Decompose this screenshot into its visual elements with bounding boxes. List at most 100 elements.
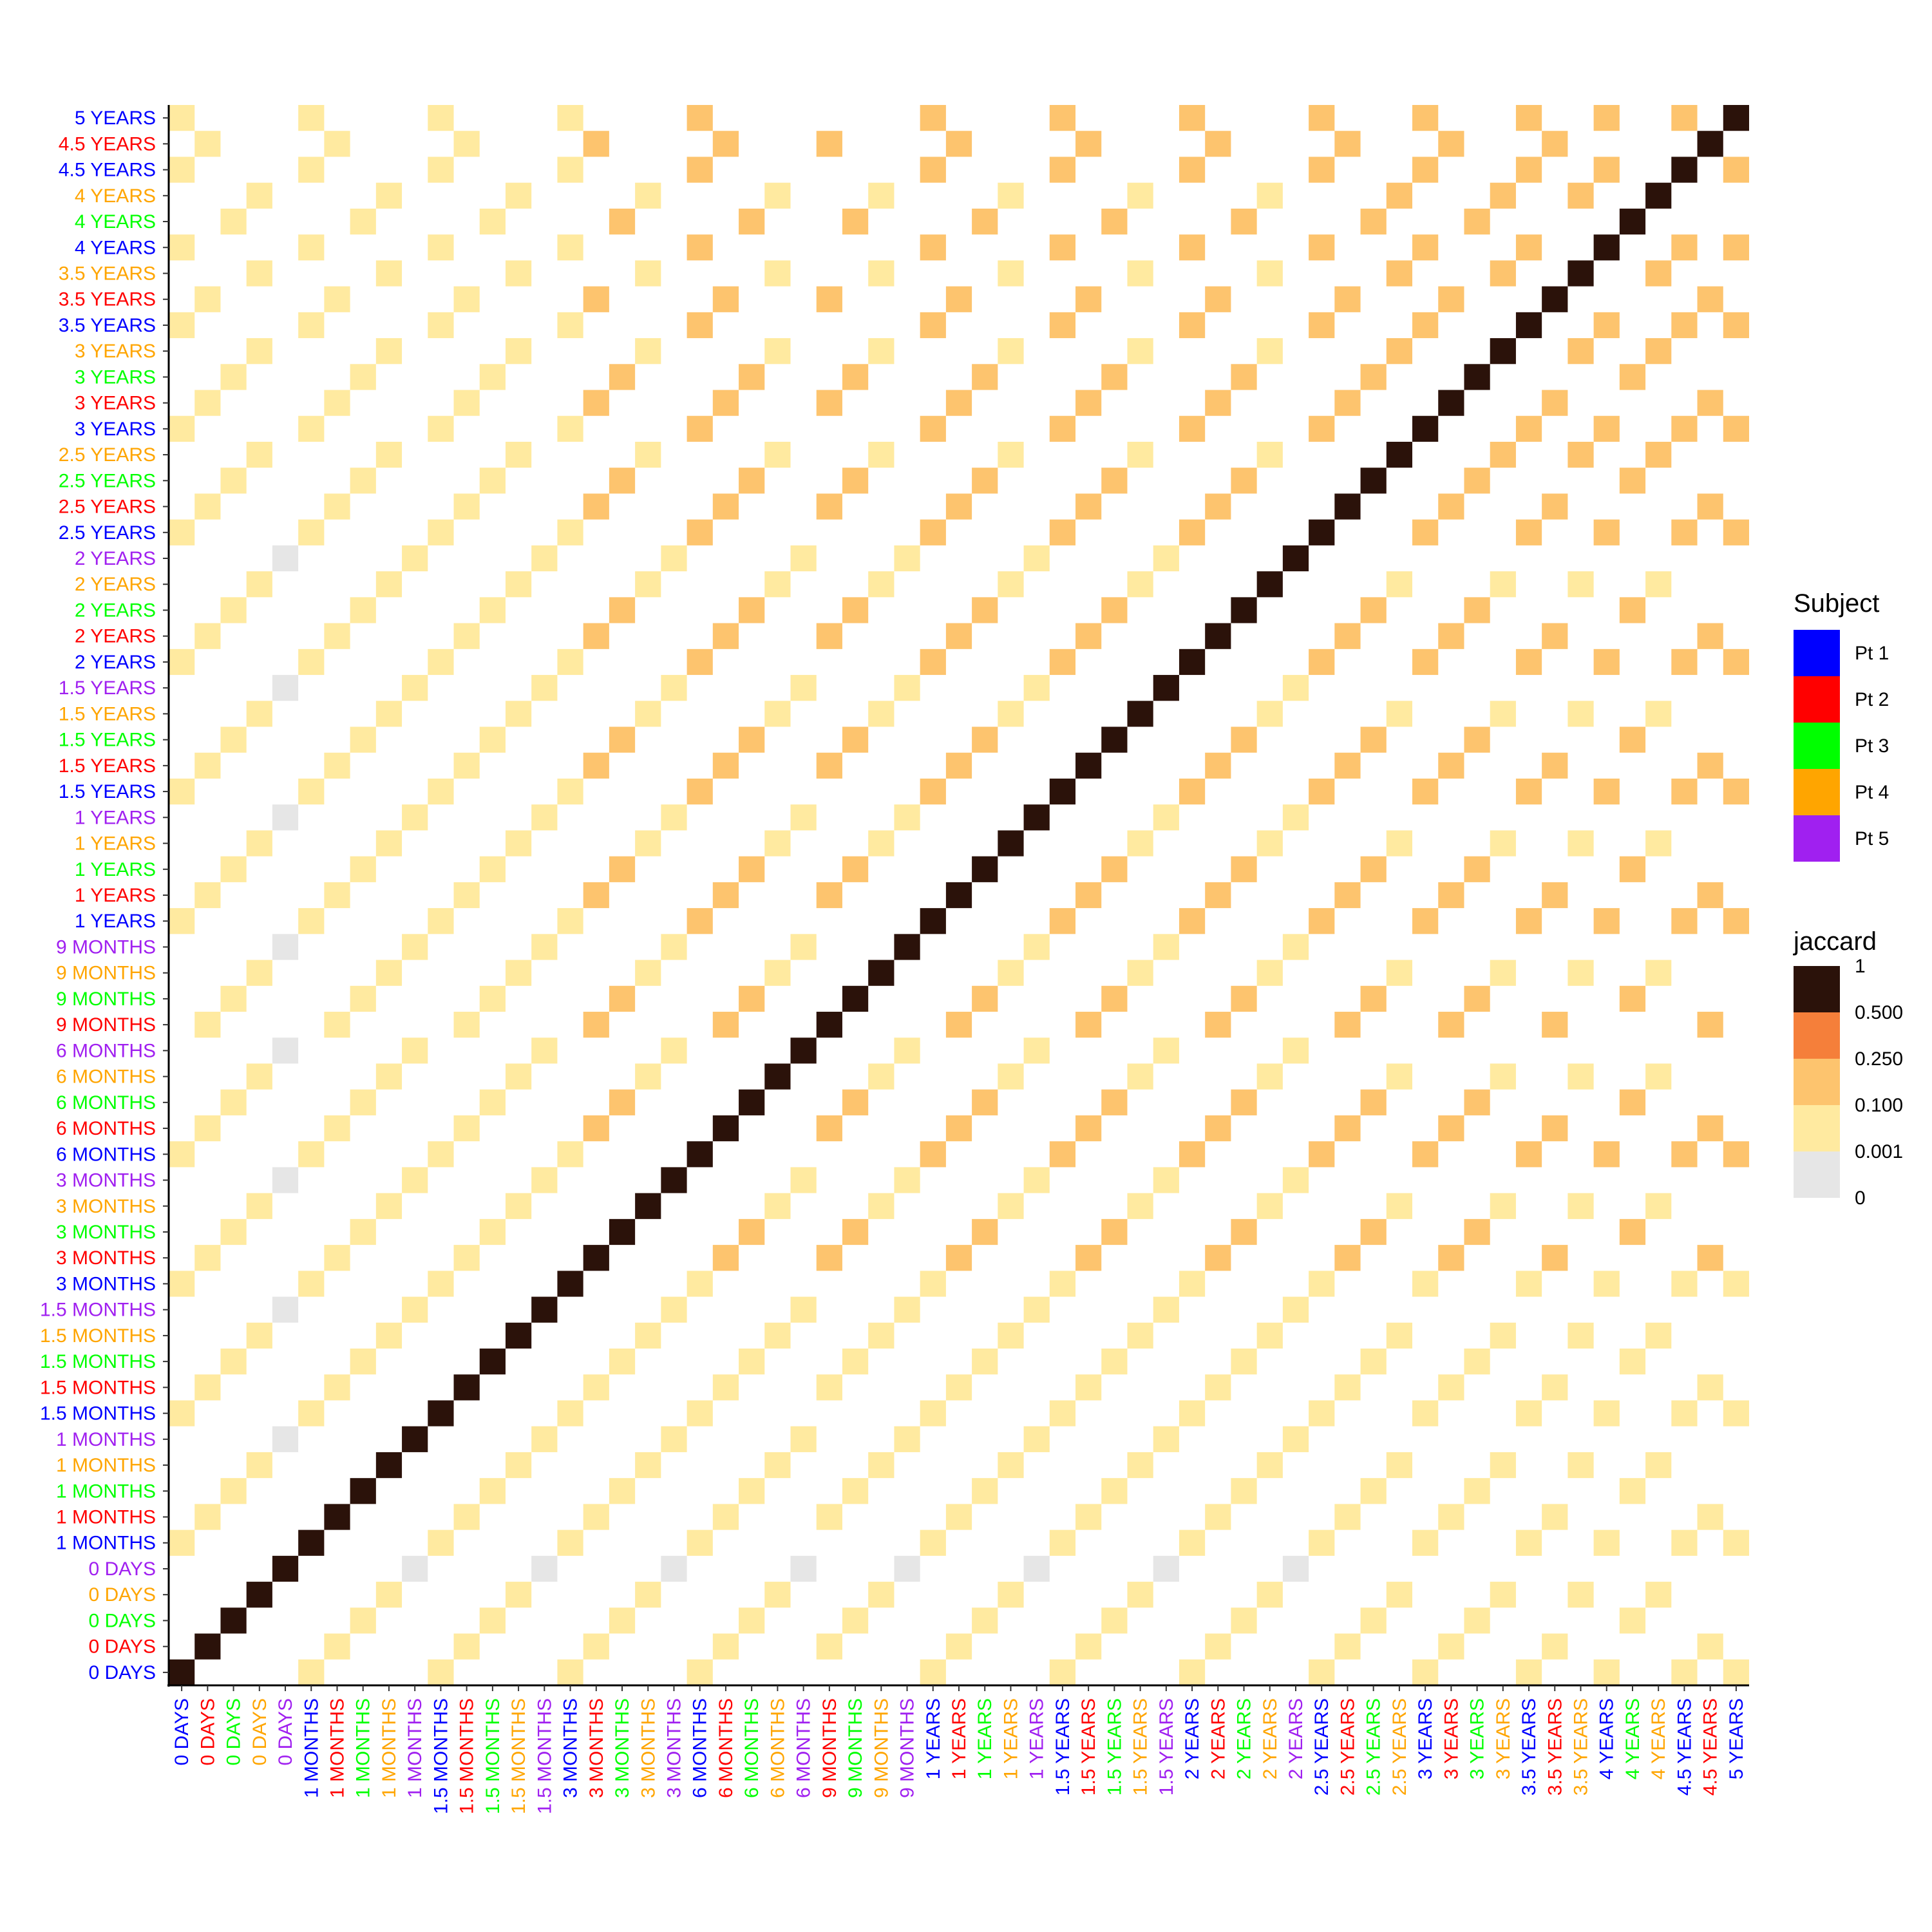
heatmap-cell: [1697, 882, 1723, 909]
heatmap-cell: [1490, 1063, 1516, 1090]
heatmap-cell: [402, 545, 428, 572]
axes: [163, 105, 1749, 1691]
heatmap-cell: [479, 208, 506, 235]
heatmap-cell: [1645, 1452, 1672, 1479]
heatmap-cell: [1101, 208, 1128, 235]
y-tick-label: 1.5 YEARS: [59, 755, 156, 777]
heatmap-cell: [1205, 623, 1231, 649]
heatmap-cell: [687, 1659, 713, 1685]
heatmap-cell: [428, 312, 454, 339]
heatmap-cell: [246, 571, 272, 598]
heatmap-cell: [894, 1426, 920, 1452]
heatmap-cell: [920, 234, 946, 261]
y-tick-label: 1 YEARS: [75, 833, 156, 855]
heatmap-cell: [1231, 985, 1257, 1012]
x-tick-label: 1 MONTHS: [301, 1698, 322, 1798]
heatmap-cell: [1697, 623, 1723, 649]
heatmap-cell: [790, 545, 817, 572]
heatmap-cell: [661, 675, 687, 701]
heatmap-cell: [1049, 312, 1076, 339]
heatmap-cell: [1231, 856, 1257, 882]
y-tick-label: 1.5 YEARS: [59, 730, 156, 751]
heatmap-cell: [1127, 701, 1153, 727]
heatmap-cell: [764, 960, 791, 986]
heatmap-cell: [1205, 1633, 1231, 1660]
heatmap-cell: [194, 1374, 221, 1401]
y-tick-label: 1.5 MONTHS: [40, 1403, 156, 1425]
heatmap-cell: [1464, 985, 1490, 1012]
heatmap-cell: [246, 1063, 272, 1090]
heatmap-cell: [1360, 1089, 1387, 1115]
y-tick-label: 1 MONTHS: [56, 1507, 156, 1528]
heatmap-cell: [1619, 985, 1646, 1012]
heatmap-cell: [1723, 415, 1749, 442]
heatmap-cell: [1567, 1063, 1594, 1090]
heatmap-cell: [557, 1271, 583, 1297]
heatmap-cell: [1231, 208, 1257, 235]
heatmap-cell: [1153, 1296, 1179, 1323]
heatmap-cell: [1360, 985, 1387, 1012]
heatmap-cell: [945, 286, 972, 312]
y-tick-label: 1 MONTHS: [56, 1481, 156, 1502]
heatmap-cell: [1205, 390, 1231, 416]
heatmap-cell: [246, 182, 272, 209]
heatmap-cell: [169, 519, 195, 545]
heatmap-cell: [1542, 390, 1568, 416]
heatmap-cell: [894, 545, 920, 572]
heatmap-cell: [479, 985, 506, 1012]
heatmap-cell: [1153, 934, 1179, 960]
heatmap-cell: [557, 1400, 583, 1426]
heatmap-cell: [1490, 338, 1516, 365]
heatmap-cell: [1515, 105, 1542, 131]
heatmap-cell: [868, 1452, 895, 1479]
subject-legend-label: Pt 1: [1855, 643, 1889, 664]
heatmap-cell: [894, 1167, 920, 1193]
heatmap-cell: [1023, 1037, 1050, 1064]
heatmap-cell: [557, 234, 583, 261]
heatmap-cell: [1412, 415, 1439, 442]
heatmap-cell: [816, 882, 842, 909]
heatmap-cell: [1101, 985, 1128, 1012]
heatmap-cell: [1256, 1193, 1283, 1219]
heatmap-cell: [972, 726, 998, 753]
heatmap-cell: [712, 1504, 739, 1530]
x-tick-label: 2.5 YEARS: [1337, 1698, 1358, 1795]
heatmap-cell: [1231, 364, 1257, 390]
heatmap-cell: [739, 1478, 765, 1504]
heatmap-cell: [557, 649, 583, 676]
heatmap-cell: [1645, 960, 1672, 986]
heatmap-cell: [194, 131, 221, 157]
x-tick-label: 1 YEARS: [974, 1698, 996, 1779]
heatmap-cell: [1231, 1478, 1257, 1504]
y-tick-label: 1 YEARS: [75, 911, 156, 932]
heatmap-cell: [1205, 1245, 1231, 1271]
heatmap-cell: [1282, 1296, 1309, 1323]
x-tick-label: 3 YEARS: [1441, 1698, 1462, 1779]
heatmap-cell: [505, 182, 532, 209]
heatmap-cell: [272, 934, 299, 960]
heatmap-cell: [1723, 649, 1749, 676]
x-tick-label: 2 YEARS: [1208, 1698, 1229, 1779]
heatmap-cell: [505, 338, 532, 365]
heatmap-cell: [194, 1504, 221, 1530]
heatmap-cell: [1723, 105, 1749, 131]
heatmap-cell: [1127, 260, 1153, 287]
heatmap-cell: [1697, 1012, 1723, 1038]
heatmap-cell: [868, 338, 895, 365]
heatmap-cell: [1567, 701, 1594, 727]
heatmap-cell: [1386, 701, 1413, 727]
heatmap-cell: [1334, 286, 1361, 312]
heatmap-cell: [169, 415, 195, 442]
heatmap-cell: [1360, 364, 1387, 390]
heatmap-cell: [1697, 390, 1723, 416]
heatmap-cell: [1542, 882, 1568, 909]
y-tick-label: 9 MONTHS: [56, 936, 156, 958]
heatmap-cell: [375, 1322, 402, 1349]
heatmap-cell: [842, 1218, 869, 1245]
heatmap-cell: [1438, 623, 1464, 649]
heatmap-cell: [583, 623, 609, 649]
heatmap-cell: [1567, 338, 1594, 365]
heatmap-cell: [1645, 260, 1672, 287]
heatmap-cell: [609, 208, 636, 235]
y-tick-label: 3.5 YEARS: [59, 263, 156, 284]
